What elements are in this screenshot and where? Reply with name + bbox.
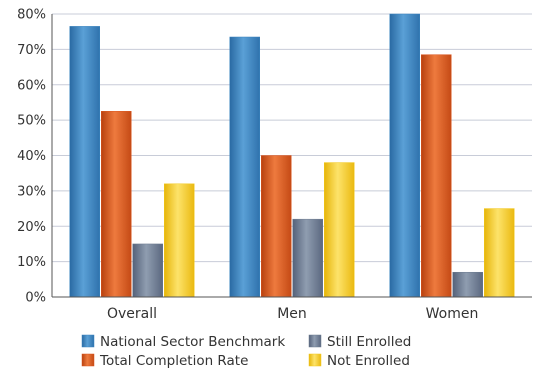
- bar-men-series-3: [324, 162, 355, 298]
- legend-swatch: [308, 353, 322, 367]
- bar-women-series-0: [389, 13, 420, 298]
- bar-men-series-0: [229, 36, 260, 298]
- gridlines: [52, 13, 532, 298]
- y-tick-label: 80%: [17, 8, 46, 23]
- y-tick-label: 30%: [17, 184, 46, 199]
- bar-overall-series-3: [164, 183, 195, 298]
- bar-men-series-1: [261, 155, 292, 298]
- bars: [69, 13, 515, 298]
- y-tick-label: 40%: [17, 149, 46, 164]
- bar-overall-series-0: [69, 26, 100, 298]
- bar-women-series-1: [421, 54, 452, 298]
- x-axis-categories: Overall Men Women: [107, 306, 478, 322]
- y-tick-label: 10%: [17, 255, 46, 270]
- bar-women-series-3: [484, 208, 515, 298]
- bar-overall-series-1: [101, 111, 132, 298]
- x-category-label: Women: [426, 306, 479, 322]
- bar-men-series-2: [292, 218, 323, 298]
- y-tick-label: 60%: [17, 78, 46, 93]
- x-category-label: Men: [277, 306, 307, 322]
- legend-swatch: [81, 334, 95, 348]
- y-tick-label: 70%: [17, 43, 46, 58]
- legend-label: Not Enrolled: [327, 353, 410, 369]
- y-tick-label: 0%: [25, 291, 46, 306]
- y-axis-ticks: 0% 10% 20% 30% 40% 50% 60% 70% 80%: [17, 8, 46, 306]
- legend: National Sector Benchmark Total Completio…: [81, 334, 411, 369]
- legend-label: National Sector Benchmark: [100, 334, 285, 350]
- axes: [51, 14, 532, 298]
- bar-overall-series-2: [132, 243, 163, 298]
- legend-swatch: [81, 353, 95, 367]
- y-tick-label: 50%: [17, 114, 46, 129]
- y-tick-label: 20%: [17, 220, 46, 235]
- legend-label: Still Enrolled: [327, 334, 411, 350]
- legend-label: Total Completion Rate: [99, 353, 248, 369]
- bar-women-series-2: [452, 271, 483, 298]
- x-category-label: Overall: [107, 306, 157, 322]
- legend-swatch: [308, 334, 322, 348]
